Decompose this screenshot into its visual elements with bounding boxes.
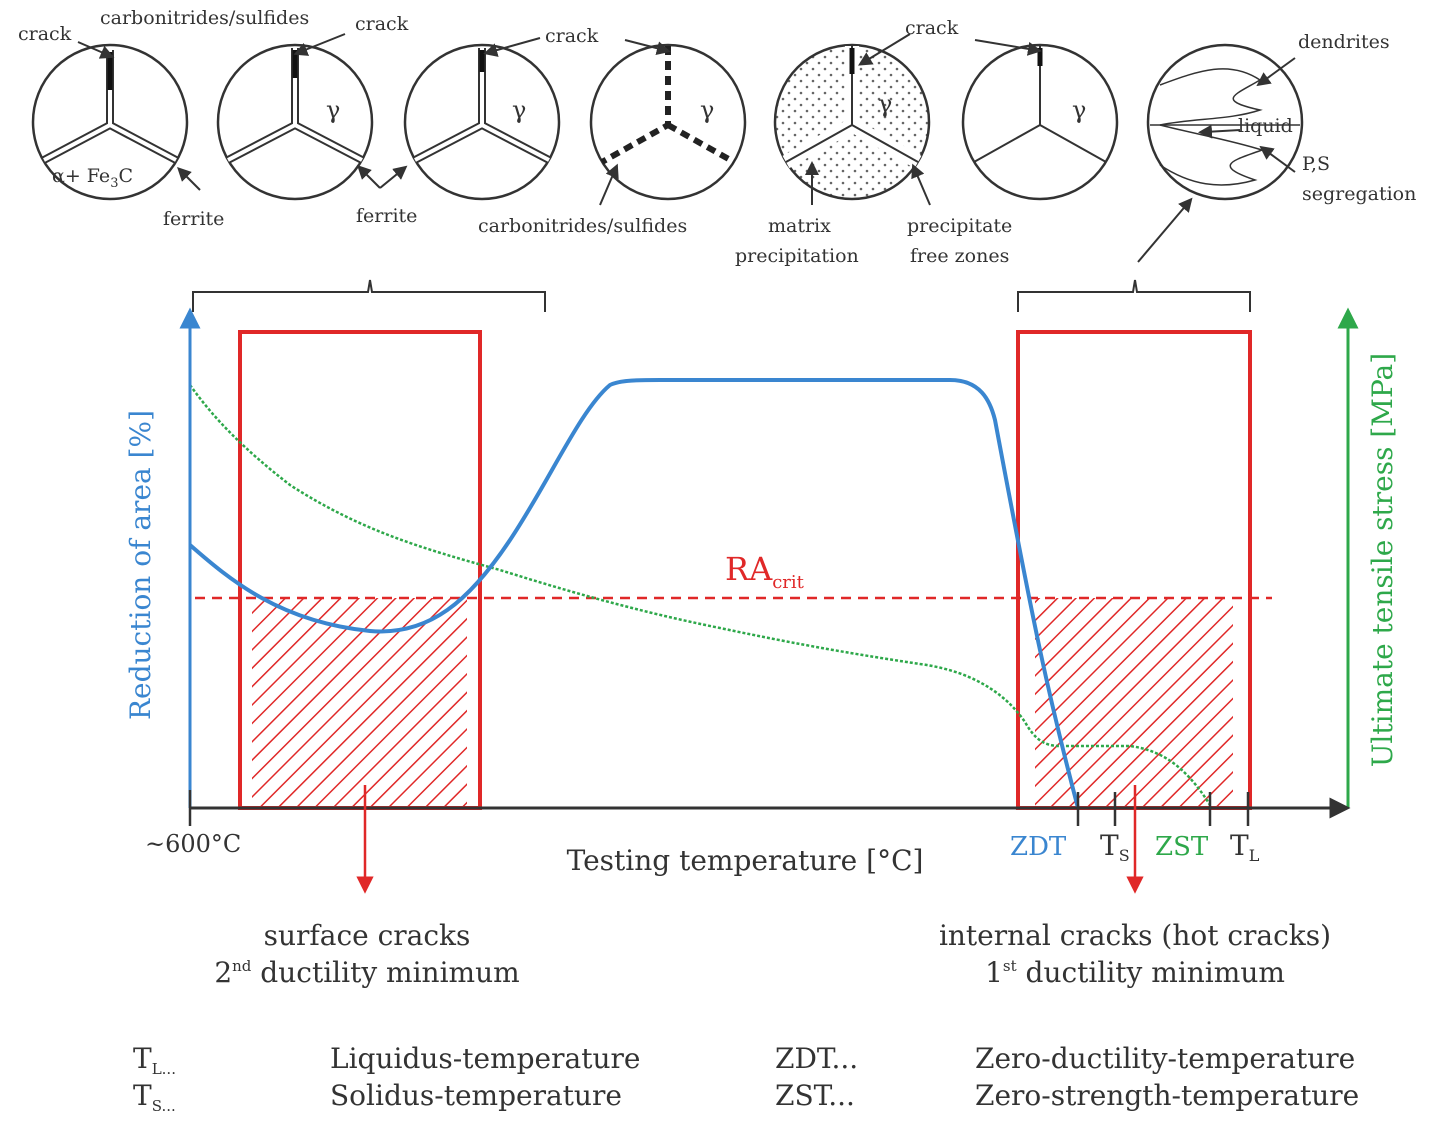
- ra-crit-label: RAcrit: [725, 550, 805, 593]
- c1-phase-label: α+ Fe3C: [52, 165, 133, 191]
- legend-zst-abbr: ZST...: [775, 1079, 855, 1112]
- microstructure-2: [216, 33, 374, 201]
- microstructure-7: [1146, 43, 1304, 201]
- tl-tick-label: TL: [1230, 829, 1260, 865]
- c5-matrix-label-2: precipitation: [735, 245, 859, 267]
- internal-cracks-subtitle: 1st ductility minimum: [985, 956, 1285, 989]
- c7-dendrites-label: dendrites: [1298, 31, 1390, 53]
- x-axis-label: Testing temperature [°C]: [567, 844, 924, 877]
- legend-zdt-def: Zero-ductility-temperature: [975, 1042, 1355, 1075]
- c1-ferrite-label: ferrite: [163, 208, 224, 230]
- c6-gamma-label: γ: [1072, 96, 1086, 124]
- uts-curve: [188, 384, 1212, 806]
- legend-zdt-abbr: ZDT...: [775, 1042, 858, 1075]
- c2-ferrite-label: ferrite: [356, 205, 417, 227]
- surface-cracks-subtitle: 2nd ductility minimum: [214, 956, 519, 989]
- internal-cracks-title: internal cracks (hot cracks): [939, 919, 1331, 952]
- c2-carbo-label: carbonitrides/sulfides: [100, 7, 309, 29]
- legend-tl-def: Liquidus-temperature: [330, 1042, 640, 1075]
- c7-segregation-label: segregation: [1302, 183, 1416, 205]
- c3-gamma-label: γ: [512, 96, 526, 124]
- c5-pfz-label-2: free zones: [910, 245, 1009, 267]
- microstructure-6: [961, 39, 1119, 201]
- right-hatch-zone: [1035, 598, 1233, 808]
- ferrite-arrow-left: [357, 165, 381, 189]
- zdt-tick-label: ZDT: [1010, 832, 1067, 862]
- ferrite-arrow-right: [379, 165, 408, 189]
- microstructure-4: [589, 39, 747, 206]
- legend-ts-abbr: TS...: [133, 1079, 176, 1115]
- left-brace: [192, 279, 546, 312]
- c5-gamma-label: γ: [878, 90, 892, 118]
- c2-crack-label: crack: [355, 13, 409, 35]
- c7-ps-label: P,S: [1302, 153, 1330, 175]
- right-brace: [1017, 279, 1251, 312]
- c4-carbo-label: carbonitrides/sulfides: [478, 215, 687, 237]
- surface-cracks-title: surface cracks: [264, 919, 471, 952]
- ra-curve: [188, 378, 1080, 809]
- zst-tick-label: ZST: [1155, 832, 1209, 862]
- brace-to-micro7-arrow: [1137, 197, 1193, 263]
- c1-crack-label: crack: [18, 23, 72, 45]
- c5-crack-label: crack: [905, 17, 959, 39]
- c7-liquid-label: liquid: [1238, 115, 1293, 137]
- y-axis-right-label: Ultimate tensile stress [MPa]: [1366, 353, 1399, 767]
- x-start-label: ~600°C: [145, 830, 241, 858]
- c3-crack-label: crack: [545, 25, 599, 47]
- legend-tl-abbr: TL...: [133, 1042, 176, 1078]
- microstructure-5: [773, 33, 931, 206]
- y-axis-left-label: Reduction of area [%]: [124, 410, 157, 720]
- c2-gamma-label: γ: [326, 96, 340, 124]
- microstructure-3: [403, 37, 561, 201]
- legend-ts-def: Solidus-temperature: [330, 1079, 622, 1112]
- c5-pfz-label-1: precipitate: [907, 215, 1012, 237]
- c4-gamma-label: γ: [700, 96, 714, 124]
- ts-tick-label: TS: [1100, 829, 1130, 865]
- microstructure-1: [31, 41, 201, 201]
- c5-matrix-label-1: matrix: [768, 215, 831, 237]
- left-hatch-zone: [252, 598, 467, 808]
- legend-zst-def: Zero-strength-temperature: [975, 1079, 1359, 1112]
